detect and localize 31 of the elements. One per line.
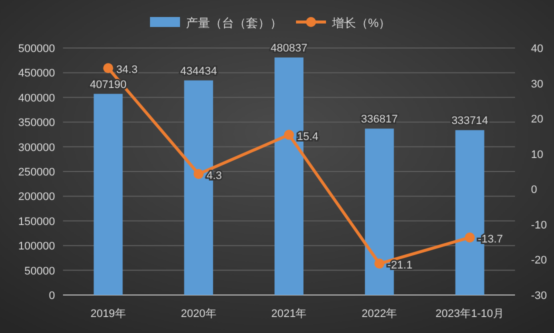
y-tick-label: 50000 (24, 265, 55, 278)
y-tick-label: 0 (48, 290, 55, 302)
data-label: 336817 (361, 114, 398, 126)
x-tick-label: 2021年 (271, 308, 307, 320)
x-tick-label: 2019年 (90, 308, 126, 320)
y2-tick-label: 0 (531, 184, 538, 196)
y-tick-label: 200000 (18, 191, 55, 204)
data-label: 434434 (180, 65, 217, 78)
y-tick-label: 450000 (18, 68, 55, 80)
x-tick-label: 2020年 (180, 308, 216, 320)
x-tick-label: 2023年1-10月 (436, 308, 504, 320)
y2-tick-label: -30 (531, 290, 547, 302)
y2-tick-label: 30 (531, 78, 544, 90)
data-label: 480837 (270, 42, 308, 54)
data-label: 34.3 (116, 64, 138, 76)
data-label: 333714 (451, 115, 488, 128)
y-tick-label: 250000 (18, 166, 55, 178)
y2-tick-label: 10 (531, 148, 544, 161)
y2-tick-label: -20 (531, 254, 547, 267)
y2-tick-label: 20 (531, 114, 544, 126)
y-tick-label: 400000 (18, 92, 55, 104)
legend-label: 产量（台（套）） (186, 16, 282, 30)
y-tick-label: 100000 (18, 240, 55, 253)
y-tick-label: 300000 (18, 142, 55, 154)
y-tick-label: 500000 (18, 43, 55, 55)
y2-tick-label: -10 (531, 219, 547, 232)
legend-label: 增长（%） (331, 16, 391, 30)
y2-tick-label: 40 (531, 43, 544, 55)
x-tick-label: 2022年 (362, 308, 398, 320)
y-tick-label: 150000 (18, 216, 55, 228)
y-tick-label: 350000 (18, 117, 55, 130)
